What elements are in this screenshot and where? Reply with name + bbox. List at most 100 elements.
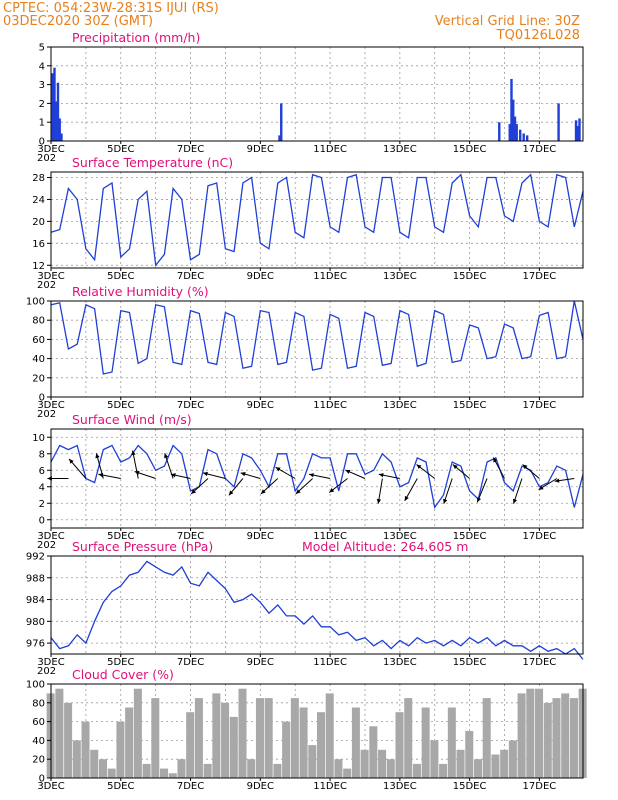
- wind-vector-head: [191, 489, 196, 494]
- precip-bar: [576, 125, 579, 141]
- rh-series-line: [50, 300, 584, 375]
- x-sublabel: 202: [37, 280, 56, 291]
- x-tick-label: 5DEC: [107, 657, 134, 668]
- x-tick-label: 3DEC: [37, 781, 64, 792]
- precip-bar: [508, 124, 511, 141]
- cloud-bar: [569, 698, 578, 778]
- x-sublabel: 202: [37, 666, 56, 677]
- wind-vector-head: [261, 489, 266, 494]
- y-tick-label: 988: [26, 573, 45, 584]
- cloud-bar: [561, 693, 570, 778]
- y-tick-label: 80: [32, 316, 45, 327]
- cloud-bar: [404, 698, 413, 778]
- wind-vector-head: [295, 489, 301, 494]
- x-tick-label: 17DEC: [523, 144, 557, 155]
- x-tick-label: 9DEC: [247, 271, 274, 282]
- header-grid-line: Vertical Grid Line: 30Z: [435, 14, 580, 29]
- x-tick-label: 13DEC: [383, 400, 417, 411]
- cloud-bar: [386, 759, 395, 778]
- cloud-bar: [160, 768, 169, 778]
- cloud-bar: [194, 698, 203, 778]
- y-tick-label: 3: [39, 80, 45, 91]
- wind-vector-head: [404, 495, 409, 501]
- y-tick-label: 20: [32, 373, 45, 384]
- wind-vector-head: [203, 471, 208, 477]
- y-tick-label: 40: [32, 736, 45, 747]
- y-tick-label: 0: [39, 393, 45, 404]
- cloud-bar: [255, 698, 264, 778]
- wind-vector-head: [522, 464, 528, 470]
- cloud-bar: [343, 768, 352, 778]
- precip-bar: [510, 78, 513, 141]
- cloud-bar: [430, 740, 439, 778]
- x-tick-label: 5DEC: [107, 781, 134, 792]
- wind-vector-head: [95, 453, 100, 459]
- x-sublabel: 202: [37, 409, 56, 420]
- wind-vector-head: [477, 497, 481, 503]
- precip-bar: [525, 135, 529, 141]
- cloud-bar: [290, 698, 299, 778]
- y-tick-label: 24: [32, 195, 45, 206]
- x-tick-label: 5DEC: [107, 271, 134, 282]
- y-tick-label: 4: [39, 482, 45, 493]
- cloud-bar: [90, 749, 99, 778]
- y-tick-label: 1: [39, 118, 45, 129]
- y-tick-label: 5: [39, 43, 45, 54]
- cloud-bar: [64, 702, 73, 778]
- x-tick-label: 15DEC: [453, 271, 487, 282]
- precip-bar: [574, 120, 578, 141]
- x-tick-label: 17DEC: [523, 400, 557, 411]
- header-station: CPTEC: 054:23W-28:31S IJUI (RS): [3, 1, 219, 16]
- wind-vector-head: [345, 469, 351, 474]
- wind-vector-head: [416, 464, 422, 469]
- x-tick-label: 3DEC: [37, 531, 64, 542]
- y-tick-label: 80: [32, 698, 45, 709]
- cloud-bar: [378, 749, 387, 778]
- y-tick-label: 28: [32, 173, 45, 184]
- header-model: TQ0126L028: [496, 28, 580, 43]
- precip-bar: [557, 103, 560, 141]
- cloud-bar: [282, 721, 291, 778]
- precip-bar: [53, 67, 56, 141]
- x-tick-label: 11DEC: [313, 531, 347, 542]
- precip-title: Precipitation (mm/h): [72, 30, 200, 45]
- cloud-bar: [125, 707, 134, 778]
- cloud-bar: [334, 759, 343, 778]
- cloud-bar: [369, 726, 378, 778]
- temp-panel: 12 16 20 24 28 3DEC 5DEC 7DEC 9DEC 11DEC 13DEC 15DE…: [32, 155, 584, 291]
- x-tick-label: 3DEC: [37, 271, 64, 282]
- cloud-bar: [212, 693, 221, 778]
- x-tick-label: 9DEC: [247, 144, 274, 155]
- cloud-bar: [116, 721, 125, 778]
- cloud-bar: [264, 698, 273, 778]
- cloud-bar: [552, 698, 561, 778]
- wind-vector-head: [512, 498, 517, 504]
- y-tick-label: 20: [32, 217, 45, 228]
- wind-vector-head: [329, 488, 335, 493]
- precip-bar: [512, 99, 515, 141]
- precip-panel: 0 1 2 3 4 5 3DEC 5DEC 7DEC 9DEC 11DEC 13DEC 15DEC 17D…: [37, 30, 584, 164]
- x-tick-label: 9DEC: [247, 657, 274, 668]
- y-tick-label: 4: [39, 61, 45, 72]
- x-tick-label: 13DEC: [383, 657, 417, 668]
- x-tick-label: 9DEC: [247, 531, 274, 542]
- x-tick-label: 3DEC: [37, 144, 64, 155]
- x-tick-label: 11DEC: [313, 657, 347, 668]
- wind-vector-head: [376, 498, 382, 504]
- x-tick-label: 15DEC: [453, 400, 487, 411]
- cloud-bar: [98, 759, 107, 778]
- x-tick-label: 5DEC: [107, 400, 134, 411]
- precip-bar: [55, 101, 58, 141]
- cloud-bar: [395, 712, 404, 778]
- wind-vector-head: [538, 485, 544, 490]
- precip-bar: [519, 129, 522, 141]
- wind-vector-head: [170, 473, 176, 478]
- cloud-bar: [238, 688, 247, 778]
- x-tick-label: 15DEC: [453, 144, 487, 155]
- y-tick-label: 100: [26, 297, 45, 308]
- y-tick-label: 16: [32, 239, 45, 250]
- cloud-bar: [308, 745, 317, 778]
- precip-bar: [578, 118, 581, 141]
- cloud-bar: [500, 749, 509, 778]
